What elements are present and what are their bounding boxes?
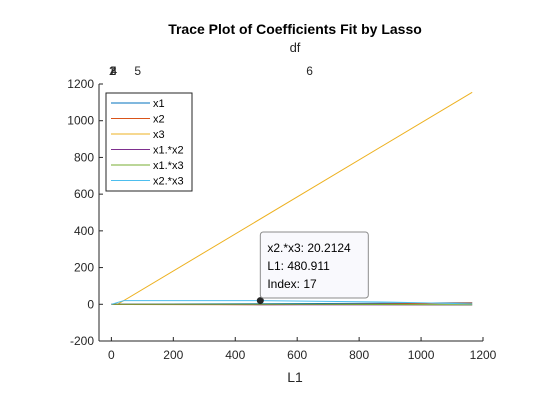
- df-tick-label-1: 1: [109, 64, 116, 78]
- y-tick-label-200: 200: [74, 261, 94, 275]
- y-tick-label-600: 600: [74, 187, 94, 201]
- x-tick-label-800: 800: [349, 348, 369, 362]
- series-line-x1x3: [111, 303, 473, 306]
- datatip-line-1: L1: 480.911: [267, 259, 330, 273]
- x-tick-label-1200: 1200: [470, 348, 497, 362]
- df-tick-label-6: 6: [306, 64, 313, 78]
- legend-entry-x2x3: x2.*x3: [153, 176, 184, 188]
- legend-entry-x1: x1: [153, 98, 165, 110]
- datatip: x2.*x3: 20.2124 L1: 480.911 Index: 17: [256, 231, 369, 305]
- x-axis-label: L1: [287, 369, 303, 385]
- df-tick-label-3: 3: [110, 64, 117, 78]
- y-tick-label--200: -200: [70, 334, 94, 348]
- legend-box: [105, 92, 193, 192]
- legend-entry-x1x3: x1.*x3: [153, 160, 184, 172]
- y-tick-label-1000: 1000: [67, 114, 94, 128]
- legend-entry-x2: x2: [153, 114, 165, 126]
- datatip-line-0: x2.*x3: 20.2124: [267, 241, 351, 255]
- y-tick-label-800: 800: [74, 150, 94, 164]
- legend-entry-x1x2: x1.*x2: [153, 145, 184, 157]
- datatip-box: [259, 231, 369, 299]
- x-tick-label-600: 600: [287, 348, 307, 362]
- df-tick-label-4: 4: [111, 64, 118, 78]
- datatip-marker: [256, 297, 264, 305]
- x-tick-label-1000: 1000: [408, 348, 435, 362]
- x-tick-label-0: 0: [108, 348, 115, 362]
- df-tick-label-2: 2: [109, 64, 116, 78]
- datatip-line-2: Index: 17: [267, 277, 317, 291]
- y-tick-label-400: 400: [74, 224, 94, 238]
- chart-title: Trace Plot of Coefficients Fit by Lasso: [168, 21, 422, 37]
- x-tick-label-400: 400: [225, 348, 245, 362]
- x-tick-label-200: 200: [163, 348, 183, 362]
- legend-entry-x3: x3: [153, 129, 165, 141]
- df-tick-label-5: 5: [134, 64, 141, 78]
- top-axis-label: df: [290, 40, 301, 55]
- legend: x1 x2 x3 x1.*x2 x1.*x3 x2.*x3: [105, 92, 193, 192]
- y-tick-label-0: 0: [87, 297, 94, 311]
- y-tick-label-1200: 1200: [67, 77, 94, 91]
